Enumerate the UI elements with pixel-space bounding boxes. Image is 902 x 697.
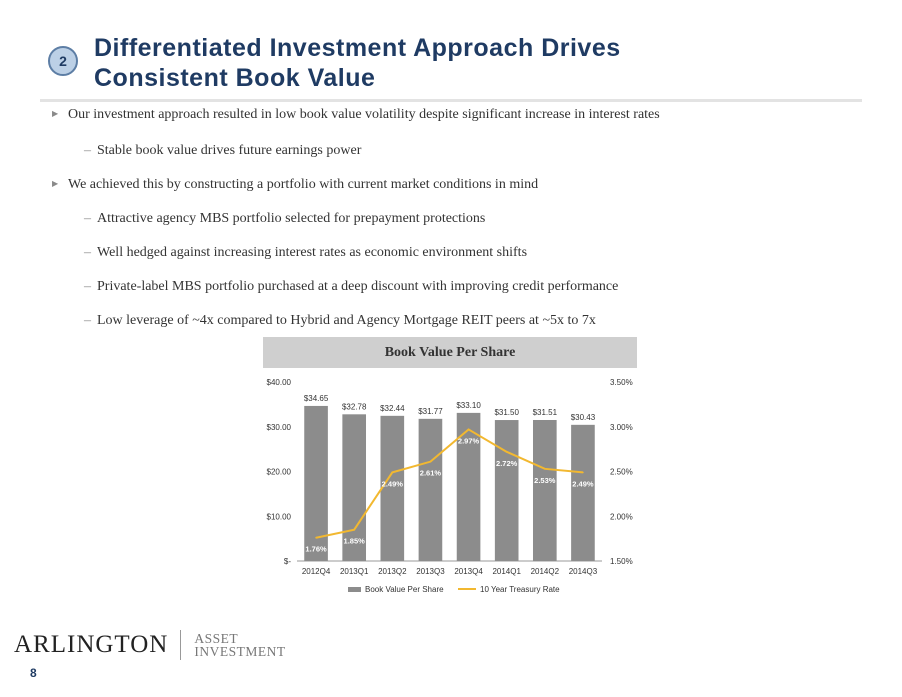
right-axis-tick-label: 2.00% bbox=[610, 512, 633, 521]
dash-bullet-icon: – bbox=[84, 245, 91, 260]
x-axis-tick-label: 2013Q2 bbox=[378, 567, 407, 576]
bar bbox=[380, 415, 405, 561]
legend-bar-label: Book Value Per Share bbox=[365, 585, 444, 594]
line-point bbox=[467, 428, 470, 431]
logo-sub-line-2: INVESTMENT bbox=[194, 644, 286, 659]
bar-data-label: $32.44 bbox=[380, 404, 405, 413]
sub-bullet-text: Stable book value drives future earnings… bbox=[97, 143, 362, 158]
legend-line-label: 10 Year Treasury Rate bbox=[480, 585, 560, 594]
slide-title: Differentiated Investment Approach Drive… bbox=[94, 33, 854, 93]
logo-sub-line-1: ASSET bbox=[194, 631, 239, 646]
sub-bullet-item: – Low leverage of ~4x compared to Hybrid … bbox=[84, 313, 596, 329]
x-axis-tick-label: 2014Q3 bbox=[569, 567, 598, 576]
left-axis-tick-label: $30.00 bbox=[267, 423, 292, 432]
right-axis-tick-label: 3.00% bbox=[610, 423, 633, 432]
bar-data-label: $31.77 bbox=[418, 407, 443, 416]
line-data-label: 2.49% bbox=[382, 479, 404, 488]
dash-bullet-icon: – bbox=[84, 313, 91, 328]
bar bbox=[418, 418, 443, 561]
dash-bullet-icon: – bbox=[84, 143, 91, 158]
x-axis-tick-label: 2013Q1 bbox=[340, 567, 369, 576]
logo-subtext: ASSET INVESTMENT bbox=[194, 631, 286, 659]
bullet-item: ▶ Our investment approach resulted in low… bbox=[52, 107, 660, 123]
sub-bullet-item: – Stable book value drives future earning… bbox=[84, 143, 361, 159]
page-number: 8 bbox=[30, 666, 37, 680]
company-logo: ARLINGTON ASSET INVESTMENT bbox=[14, 630, 286, 660]
left-axis-tick-label: $10.00 bbox=[267, 512, 292, 521]
line-data-label: 1.85% bbox=[344, 537, 366, 546]
line-data-label: 2.49% bbox=[572, 479, 594, 488]
bullet-item: ▶ We achieved this by constructing a port… bbox=[52, 177, 538, 193]
line-data-label: 2.53% bbox=[534, 476, 556, 485]
title-divider bbox=[40, 99, 862, 102]
title-line-1: Differentiated Investment Approach Drive… bbox=[94, 34, 621, 62]
bullet-text: Our investment approach resulted in low … bbox=[68, 107, 660, 122]
logo-separator bbox=[180, 630, 182, 660]
left-axis-tick-label: $20.00 bbox=[267, 468, 292, 477]
sub-bullet-text: Attractive agency MBS portfolio selected… bbox=[97, 211, 486, 226]
bar bbox=[304, 405, 328, 561]
right-axis-tick-label: 3.50% bbox=[610, 378, 633, 387]
right-axis-tick-label: 2.50% bbox=[610, 468, 633, 477]
logo-wordmark: ARLINGTON bbox=[14, 631, 169, 658]
right-axis-tick-label: 1.50% bbox=[610, 557, 633, 566]
bar bbox=[532, 419, 557, 561]
bar bbox=[571, 424, 595, 561]
sub-bullet-item: – Attractive agency MBS portfolio selecte… bbox=[84, 211, 485, 227]
dash-bullet-icon: – bbox=[84, 211, 91, 226]
dash-bullet-icon: – bbox=[84, 279, 91, 294]
bar-data-label: $33.10 bbox=[456, 401, 481, 410]
bar-data-label: $30.43 bbox=[571, 413, 596, 422]
bullet-text: We achieved this by constructing a portf… bbox=[68, 177, 539, 192]
treasury-rate-line bbox=[315, 428, 584, 539]
x-axis-tick-label: 2013Q3 bbox=[416, 567, 445, 576]
sub-bullet-text: Well hedged against increasing interest … bbox=[97, 245, 528, 260]
line-data-label: 2.72% bbox=[496, 459, 518, 468]
book-value-chart: $- $10.00 $20.00 $30.00 $40.00 1.50% 2.00% 2.50… bbox=[267, 378, 633, 594]
bar-data-label: $31.50 bbox=[494, 408, 519, 417]
left-axis-tick-label: $40.00 bbox=[267, 378, 292, 387]
x-axis-tick-label: 2013Q4 bbox=[454, 567, 483, 576]
legend-bar-swatch bbox=[348, 587, 361, 592]
section-number-badge: 2 bbox=[48, 46, 78, 76]
triangle-bullet-icon: ▶ bbox=[52, 179, 59, 188]
line-point bbox=[582, 471, 584, 474]
sub-bullet-text: Private-label MBS portfolio purchased at… bbox=[97, 279, 619, 294]
x-axis-tick-label: 2012Q4 bbox=[302, 567, 331, 576]
left-axis-tick-label: $- bbox=[284, 557, 291, 566]
bar bbox=[494, 420, 519, 561]
chart-title: Book Value Per Share bbox=[263, 337, 637, 368]
triangle-bullet-icon: ▶ bbox=[52, 109, 59, 118]
line-point bbox=[505, 451, 508, 453]
sub-bullet-item: – Well hedged against increasing interest… bbox=[84, 245, 527, 261]
line-point bbox=[315, 536, 317, 539]
bar-data-label: $32.78 bbox=[342, 402, 367, 411]
line-point bbox=[391, 471, 394, 474]
bar bbox=[342, 414, 367, 561]
line-data-label: 2.97% bbox=[458, 436, 480, 445]
line-data-label: 1.76% bbox=[305, 545, 327, 554]
sub-bullet-text: Low leverage of ~4x compared to Hybrid a… bbox=[97, 313, 596, 328]
bar-data-label: $34.65 bbox=[304, 394, 329, 403]
line-point bbox=[429, 460, 432, 463]
line-data-label: 2.61% bbox=[420, 469, 442, 478]
sub-bullet-item: – Private-label MBS portfolio purchased a… bbox=[84, 279, 618, 295]
line-point bbox=[353, 528, 355, 531]
bar bbox=[456, 412, 481, 561]
line-point bbox=[544, 468, 546, 470]
x-axis-tick-label: 2014Q2 bbox=[531, 567, 560, 576]
bar-data-label: $31.51 bbox=[533, 408, 558, 417]
title-line-2: Consistent Book Value bbox=[94, 64, 376, 92]
x-axis-tick-label: 2014Q1 bbox=[492, 567, 521, 576]
